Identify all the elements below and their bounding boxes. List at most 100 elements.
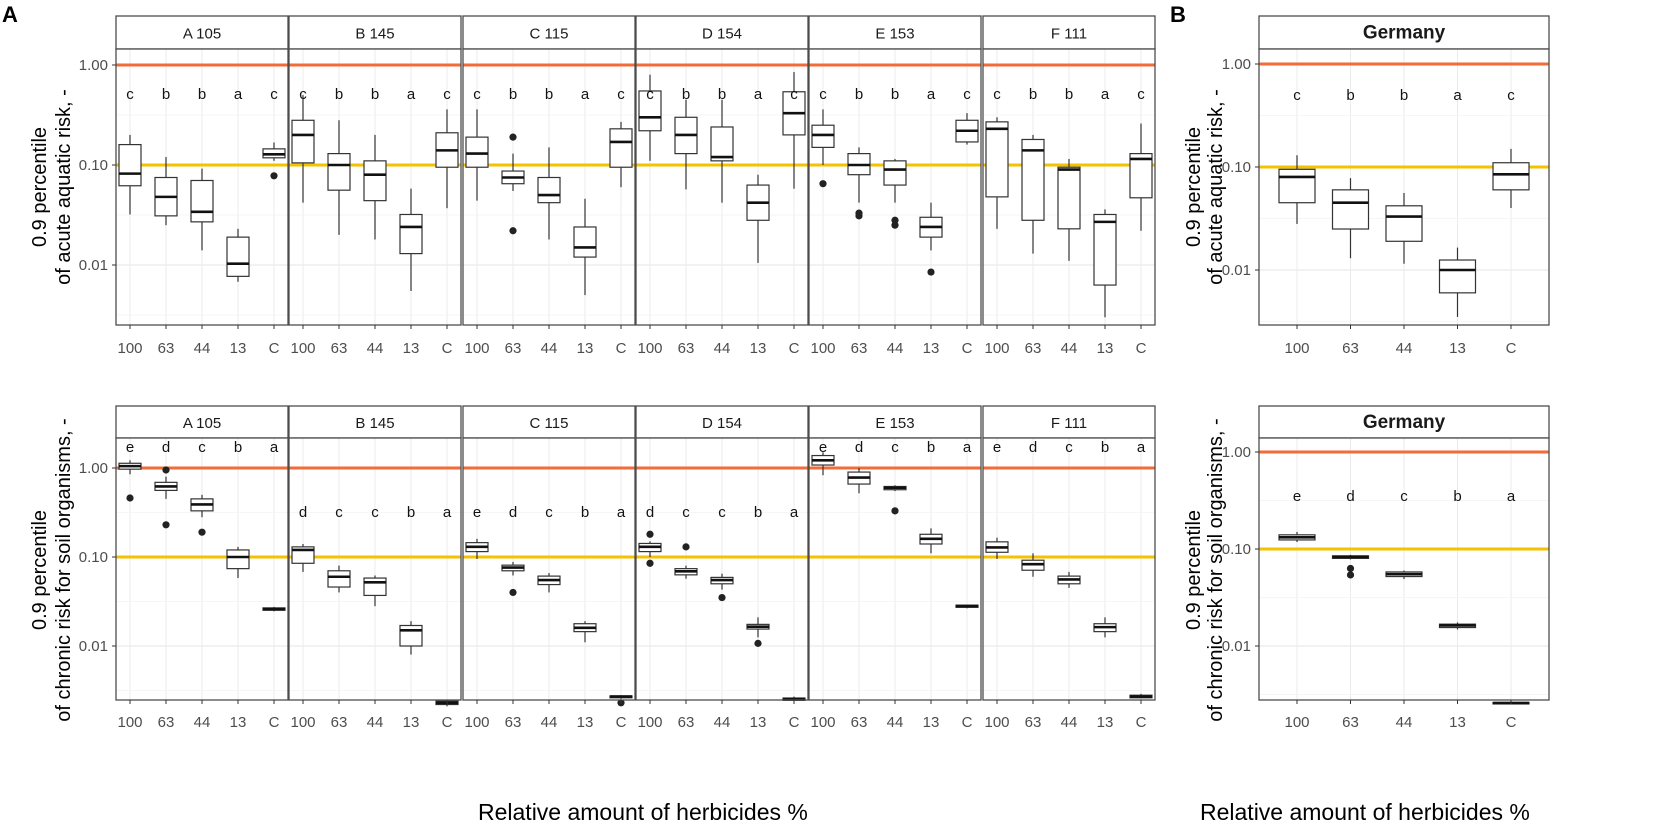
x-tick-label: 13 xyxy=(1449,714,1466,731)
significance-letter: a xyxy=(1137,439,1146,456)
outlier-point xyxy=(1346,564,1355,573)
x-tick-label: 63 xyxy=(1025,340,1042,357)
facet-strip-label: Germany xyxy=(1363,412,1446,433)
facet-panel: C 115 c b b a c 100 63 44 13 C xyxy=(462,15,636,357)
x-tick-label: 44 xyxy=(1061,714,1078,731)
facet-strip-label: E 153 xyxy=(875,26,914,43)
facet-strip-label: A 105 xyxy=(183,415,221,432)
x-tick-label: 44 xyxy=(1396,340,1413,357)
y-axis-title-line: of acute aquatic risk, - xyxy=(1205,89,1227,285)
significance-letter: b xyxy=(1400,87,1408,104)
significance-letter: b xyxy=(407,504,415,521)
x-tick-label: C xyxy=(442,714,453,731)
significance-letter: a xyxy=(234,86,243,103)
x-tick-label: 44 xyxy=(194,714,211,731)
x-tick-label: 13 xyxy=(230,340,247,357)
significance-letter: c xyxy=(891,439,899,456)
x-tick-label: 13 xyxy=(923,340,940,357)
facet-strip-label: A 105 xyxy=(183,26,221,43)
x-tick-label: 100 xyxy=(810,714,835,731)
significance-letter: c xyxy=(126,86,134,103)
box xyxy=(291,119,315,164)
x-tick-label: C xyxy=(616,714,627,731)
box xyxy=(1021,138,1045,221)
facet-strip xyxy=(1258,405,1550,439)
box xyxy=(985,121,1009,198)
facet-panel: D 154 c b b a c 100 63 44 13 C xyxy=(635,15,809,357)
y-tick-label: 1.00 xyxy=(79,460,108,477)
y-axis-title-a: 0.9 percentile of chronic risk for soil o… xyxy=(29,418,75,721)
y-tick-label: 0.01 xyxy=(79,638,108,655)
significance-letter: a xyxy=(1101,86,1110,103)
x-tick-label: 100 xyxy=(117,340,142,357)
x-tick-label: 100 xyxy=(290,340,315,357)
significance-letter: c xyxy=(646,86,654,103)
facet-strip xyxy=(115,15,289,50)
facet-panel: A 105 e d c b a 100 63 44 13 C 0.01 0.10 1.00 xyxy=(79,405,289,731)
x-tick-label: 63 xyxy=(678,340,695,357)
box xyxy=(1093,213,1117,286)
significance-letter: b xyxy=(1029,86,1037,103)
box xyxy=(1278,168,1316,204)
facet-panel: B 145 c b b a c 100 63 44 13 C xyxy=(288,15,462,357)
facet-strip-label: D 154 xyxy=(702,415,742,432)
y-axis-title-b: 0.9 percentile of acute aquatic risk, - xyxy=(1183,89,1227,285)
y-axis-title-line: 0.9 percentile xyxy=(1183,510,1205,630)
x-tick-label: 13 xyxy=(403,714,420,731)
significance-letter: d xyxy=(509,504,517,521)
facet-strip-label: C 115 xyxy=(530,415,569,432)
x-tick-label: 100 xyxy=(637,340,662,357)
x-tick-label: C xyxy=(269,714,280,731)
significance-letter: c xyxy=(682,504,690,521)
significance-letter: d xyxy=(855,439,863,456)
facet-strip-label: B 145 xyxy=(355,415,394,432)
facet-strip-label: E 153 xyxy=(875,415,914,432)
significance-letter: a xyxy=(581,86,590,103)
facet-panel: F 111 e d c b a 100 63 44 13 C xyxy=(982,405,1156,731)
box xyxy=(638,90,662,132)
x-tick-label: C xyxy=(1506,340,1517,357)
significance-letter: b xyxy=(371,86,379,103)
facet-panel: C 115 e d c b a 100 63 44 13 C xyxy=(462,405,636,731)
outlier-point xyxy=(509,133,517,141)
x-tick-label: C xyxy=(269,340,280,357)
significance-letter: a xyxy=(927,86,936,103)
panel-a-label: A xyxy=(2,2,18,27)
x-tick-label: 100 xyxy=(290,714,315,731)
x-tick-label: 44 xyxy=(887,340,904,357)
x-tick-label: 44 xyxy=(714,714,731,731)
outlier-point xyxy=(509,588,517,597)
significance-letter: b xyxy=(927,439,935,456)
x-axis-title-a: Relative amount of herbicides % xyxy=(478,799,808,825)
x-tick-label: 63 xyxy=(331,340,348,357)
x-tick-label: C xyxy=(789,340,800,357)
y-axis-title-line: of chronic risk for soil organisms, - xyxy=(53,418,75,721)
y-axis-title-line: 0.9 percentile xyxy=(29,510,51,630)
y-tick-label: 0.10 xyxy=(1222,159,1251,176)
outlier-point xyxy=(646,559,654,567)
significance-letter: b xyxy=(1101,439,1109,456)
x-tick-label: 100 xyxy=(984,714,1009,731)
significance-letter: d xyxy=(646,504,654,521)
significance-letter: b xyxy=(855,86,863,103)
x-tick-label: 63 xyxy=(158,340,175,357)
significance-letter: c xyxy=(1293,87,1301,104)
x-tick-label: C xyxy=(1136,340,1147,357)
x-tick-label: 63 xyxy=(331,714,348,731)
x-tick-label: 100 xyxy=(637,714,662,731)
significance-letter: c xyxy=(443,86,451,103)
significance-letter: c xyxy=(1065,439,1073,456)
x-tick-label: 100 xyxy=(1284,340,1309,357)
outlier-point xyxy=(891,216,899,224)
x-tick-label: 44 xyxy=(714,340,731,357)
box xyxy=(1057,166,1081,230)
x-tick-label: C xyxy=(789,714,800,731)
x-tick-label: 44 xyxy=(367,714,384,731)
facet-panel: E 153 e d c b a 100 63 44 13 C xyxy=(808,405,982,731)
facet-strip xyxy=(462,405,636,439)
significance-letter: b xyxy=(891,86,899,103)
box xyxy=(1492,162,1530,191)
outlier-point xyxy=(682,543,690,551)
x-tick-label: C xyxy=(962,714,973,731)
facet-strip xyxy=(288,15,462,50)
